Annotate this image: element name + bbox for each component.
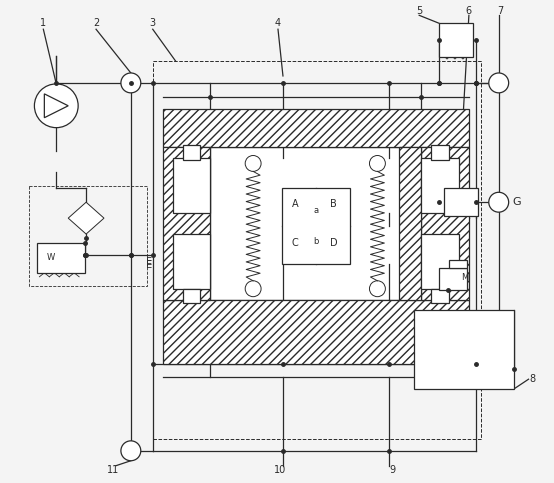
Text: 10: 10: [274, 465, 286, 475]
Bar: [173, 158, 211, 213]
Text: 7: 7: [497, 6, 504, 16]
Bar: [431, 289, 449, 303]
Text: B: B: [330, 199, 337, 209]
Text: A: A: [291, 199, 298, 209]
Text: 1: 1: [40, 18, 47, 28]
Bar: [431, 144, 449, 160]
Circle shape: [34, 84, 78, 128]
Circle shape: [245, 156, 261, 171]
Bar: [421, 234, 459, 289]
Text: b: b: [313, 238, 319, 246]
Text: 9: 9: [389, 465, 396, 475]
Circle shape: [489, 73, 509, 93]
Text: 11: 11: [107, 465, 119, 475]
Circle shape: [245, 281, 261, 297]
Bar: [414, 310, 514, 389]
Circle shape: [370, 281, 386, 297]
Text: E: E: [146, 260, 152, 270]
Polygon shape: [68, 202, 104, 234]
Text: a: a: [313, 206, 319, 214]
Text: 2: 2: [93, 18, 99, 28]
Bar: [183, 144, 201, 160]
Circle shape: [121, 441, 141, 461]
Circle shape: [489, 192, 509, 212]
Bar: [153, 61, 481, 439]
Bar: [399, 146, 421, 299]
Bar: [282, 188, 350, 264]
Bar: [163, 146, 211, 299]
Circle shape: [370, 156, 386, 171]
Bar: [173, 234, 211, 289]
Text: 3: 3: [150, 18, 156, 28]
Text: M: M: [461, 273, 469, 282]
Bar: [37, 243, 85, 273]
Bar: [439, 268, 467, 290]
Bar: [29, 186, 147, 286]
Bar: [421, 158, 459, 213]
Text: E: E: [146, 257, 152, 267]
Bar: [163, 299, 469, 364]
Bar: [444, 188, 478, 216]
Bar: [183, 289, 201, 303]
Bar: [421, 146, 469, 299]
Circle shape: [121, 73, 141, 93]
Bar: [211, 146, 421, 299]
Text: 5: 5: [416, 6, 422, 16]
Text: D: D: [330, 238, 337, 248]
Text: C: C: [291, 238, 298, 248]
Text: 8: 8: [530, 374, 536, 384]
Text: G: G: [512, 197, 521, 207]
Text: 6: 6: [466, 6, 472, 16]
Bar: [163, 109, 469, 146]
Bar: [449, 260, 467, 268]
Text: 4: 4: [275, 18, 281, 28]
Bar: [439, 23, 473, 57]
Text: W: W: [47, 254, 55, 262]
